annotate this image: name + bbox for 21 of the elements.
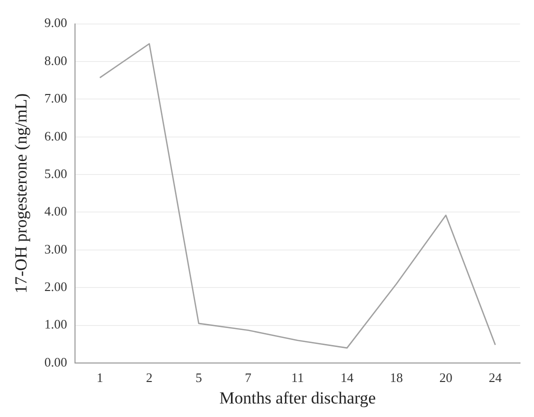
x-axis-title: Months after discharge (219, 388, 376, 408)
y-tick-label: 6.00 (44, 128, 68, 144)
y-tick-label: 4.00 (44, 204, 68, 219)
y-tick-label: 9.00 (44, 15, 68, 30)
x-tick-label: 24 (488, 370, 502, 386)
x-tick-label: 20 (439, 370, 452, 386)
x-tick-label: 14 (340, 370, 354, 386)
x-tick-label: 18 (390, 370, 403, 386)
y-tick-label: 2.00 (44, 279, 68, 294)
y-tick-label: 5.00 (44, 166, 68, 181)
x-tick-label: 1 (96, 370, 104, 386)
y-tick-label: 8.00 (44, 52, 68, 68)
x-tick-label: 5 (195, 370, 202, 386)
y-tick-label: 1.00 (44, 316, 68, 332)
y-axis-title: 17-OH progesterone (ng/mL) (12, 93, 31, 294)
y-tick-label: 0.00 (44, 354, 68, 370)
y-tick-label: 3.00 (44, 241, 68, 256)
x-tick-label: 7 (244, 370, 252, 386)
x-tick-label: 2 (146, 370, 153, 386)
x-tick-label: 11 (291, 370, 304, 386)
y-tick-label: 7.00 (44, 90, 68, 106)
